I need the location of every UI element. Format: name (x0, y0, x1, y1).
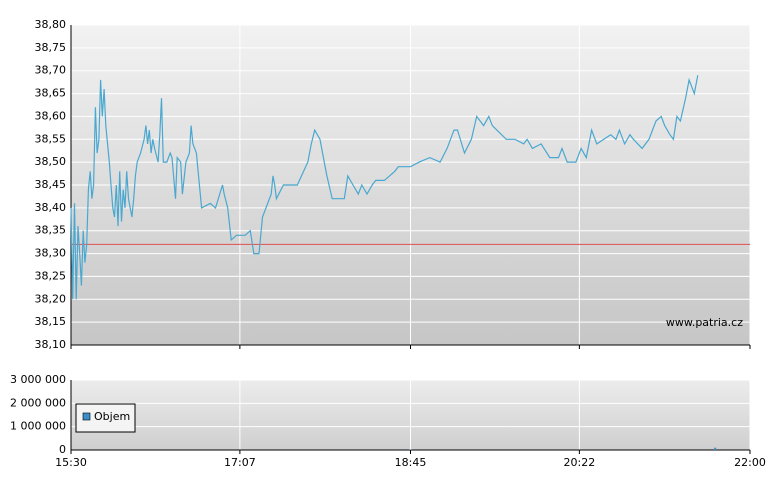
watermark: www.patria.cz (666, 316, 743, 329)
y-tick-label: 38,35 (35, 224, 67, 237)
y-tick-label: 38,50 (35, 155, 67, 168)
y-tick-label: 38,60 (35, 109, 67, 122)
y-tick-label: 38,75 (35, 41, 67, 54)
y-tick-label: 3 000 000 (10, 373, 66, 386)
volume-bar (714, 447, 717, 450)
y-tick-label: 38,55 (35, 132, 67, 145)
y-tick-label: 1 000 000 (10, 420, 66, 433)
x-tick-label: 20:22 (564, 456, 596, 469)
y-tick-label: 38,15 (35, 315, 67, 328)
y-tick-label: 38,40 (35, 201, 67, 214)
y-tick-label: 38,80 (35, 18, 67, 31)
y-tick-label: 38,45 (35, 178, 67, 191)
x-tick-label: 22:00 (734, 456, 766, 469)
y-tick-label: 2 000 000 (10, 396, 66, 409)
y-tick-label: 38,10 (35, 338, 67, 351)
y-tick-label: 38,65 (35, 87, 67, 100)
y-tick-label: 38,70 (35, 64, 67, 77)
price-line (70, 75, 699, 300)
x-tick-label: 17:07 (224, 456, 256, 469)
y-tick-label: 38,20 (35, 292, 67, 305)
x-tick-label: 18:45 (395, 456, 427, 469)
legend-label: Objem (94, 410, 130, 423)
y-tick-label: 0 (59, 443, 66, 456)
legend: Objem (75, 403, 136, 433)
x-tick-label: 15:30 (55, 456, 87, 469)
y-tick-label: 38,25 (35, 269, 67, 282)
y-tick-label: 38,30 (35, 247, 67, 260)
legend-swatch (82, 412, 91, 421)
volume-bar (409, 449, 412, 451)
